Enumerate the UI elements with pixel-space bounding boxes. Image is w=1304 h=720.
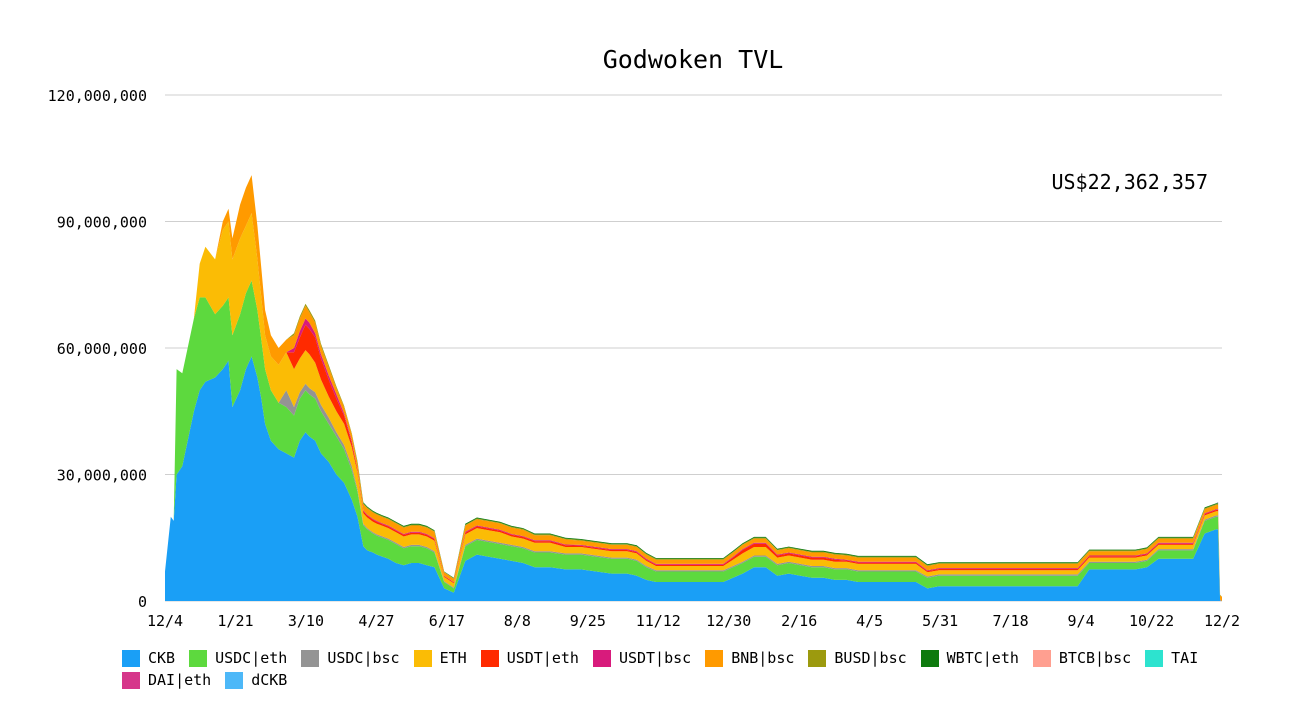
legend-swatch bbox=[705, 649, 724, 667]
legend: CKB USDC|eth USDC|bsc ETH USDT|eth USDT|bsc BN… bbox=[122, 649, 1242, 689]
x-tick-label: 12/4 bbox=[147, 612, 183, 630]
tvl-total-annotation: US$22,362,357 bbox=[1051, 170, 1208, 194]
legend-item-eth[interactable]: ETH bbox=[413, 649, 467, 667]
x-tick-label: 10/22 bbox=[1129, 612, 1174, 630]
y-tick-label: 120,000,000 bbox=[48, 87, 147, 105]
legend-label: BUSD|bsc bbox=[834, 649, 907, 667]
x-tick-label: 9/4 bbox=[1068, 612, 1095, 630]
legend-label: ETH bbox=[439, 649, 467, 667]
legend-swatch bbox=[122, 671, 140, 689]
legend-label: USDT|eth bbox=[506, 649, 579, 667]
legend-label: WBTC|eth bbox=[946, 649, 1019, 667]
x-tick-label: 4/5 bbox=[856, 612, 883, 630]
y-tick-label: 90,000,000 bbox=[57, 214, 147, 232]
x-tick-label: 11/12 bbox=[636, 612, 681, 630]
x-tick-label: 12/30 bbox=[706, 612, 751, 630]
legend-label: TAI bbox=[1171, 649, 1199, 667]
x-tick-label: 3/10 bbox=[288, 612, 324, 630]
legend-item-ckb[interactable]: CKB bbox=[122, 649, 175, 667]
legend-item-busd-bsc[interactable]: BUSD|bsc bbox=[808, 649, 907, 667]
legend-swatch bbox=[122, 649, 140, 667]
legend-item-usdc-bsc[interactable]: USDC|bsc bbox=[301, 649, 400, 667]
legend-item-btcb-bsc[interactable]: BTCB|bsc bbox=[1032, 649, 1132, 667]
legend-item-bnb-bsc[interactable]: BNB|bsc bbox=[705, 649, 794, 667]
legend-swatch bbox=[301, 649, 320, 667]
legend-label: CKB bbox=[148, 649, 176, 667]
legend-swatch bbox=[592, 649, 611, 667]
legend-label: USDT|bsc bbox=[618, 649, 692, 667]
legend-swatch bbox=[920, 649, 939, 667]
legend-label: dCKB bbox=[251, 671, 288, 689]
legend-swatch bbox=[413, 649, 432, 667]
legend-item-tai[interactable]: TAI bbox=[1145, 649, 1198, 667]
x-tick-label: 5/31 bbox=[922, 612, 958, 630]
chart-title: Godwoken TVL bbox=[603, 45, 784, 74]
legend-swatch bbox=[1145, 649, 1164, 667]
x-tick-label: 6/17 bbox=[429, 612, 465, 630]
legend-swatch bbox=[480, 649, 499, 667]
y-axis: 0 30,000,000 60,000,000 90,000,000 120,000,0… bbox=[48, 87, 147, 611]
legend-label: USDC|eth bbox=[215, 649, 288, 667]
x-tick-label: 1/21 bbox=[217, 612, 253, 630]
legend-swatch bbox=[225, 671, 244, 689]
y-tick-label: 30,000,000 bbox=[57, 467, 147, 485]
x-tick-label: 2/16 bbox=[781, 612, 817, 630]
x-axis: 12/4 1/21 3/10 4/27 6/17 8/8 9/25 11/12 12/30 2/1… bbox=[147, 612, 1240, 630]
y-tick-label: 0 bbox=[138, 593, 147, 611]
legend-item-usdt-eth[interactable]: USDT|eth bbox=[480, 649, 579, 667]
legend-item-wbtc-eth[interactable]: WBTC|eth bbox=[920, 649, 1019, 667]
y-tick-label: 60,000,000 bbox=[57, 340, 147, 358]
x-tick-label: 8/8 bbox=[504, 612, 531, 630]
legend-label: BTCB|bsc bbox=[1058, 649, 1132, 667]
legend-swatch bbox=[1032, 649, 1051, 667]
legend-label: DAI|eth bbox=[148, 671, 212, 689]
plot-area bbox=[165, 175, 1222, 601]
x-tick-label: 7/18 bbox=[993, 612, 1029, 630]
legend-label: BNB|bsc bbox=[731, 649, 795, 667]
legend-item-dai-eth[interactable]: DAI|eth bbox=[122, 671, 211, 689]
x-tick-label: 4/27 bbox=[358, 612, 394, 630]
legend-swatch bbox=[808, 649, 827, 667]
legend-item-usdc-eth[interactable]: USDC|eth bbox=[189, 649, 287, 667]
legend-swatch bbox=[189, 649, 208, 667]
x-tick-label: 12/2 bbox=[1204, 612, 1240, 630]
legend-item-dckb[interactable]: dCKB bbox=[225, 671, 287, 689]
series-area-ckb bbox=[165, 356, 1222, 601]
legend-item-usdt-bsc[interactable]: USDT|bsc bbox=[592, 649, 692, 667]
legend-label: USDC|bsc bbox=[327, 649, 400, 667]
series-area-usdc-eth bbox=[165, 280, 1222, 601]
x-tick-label: 9/25 bbox=[570, 612, 606, 630]
